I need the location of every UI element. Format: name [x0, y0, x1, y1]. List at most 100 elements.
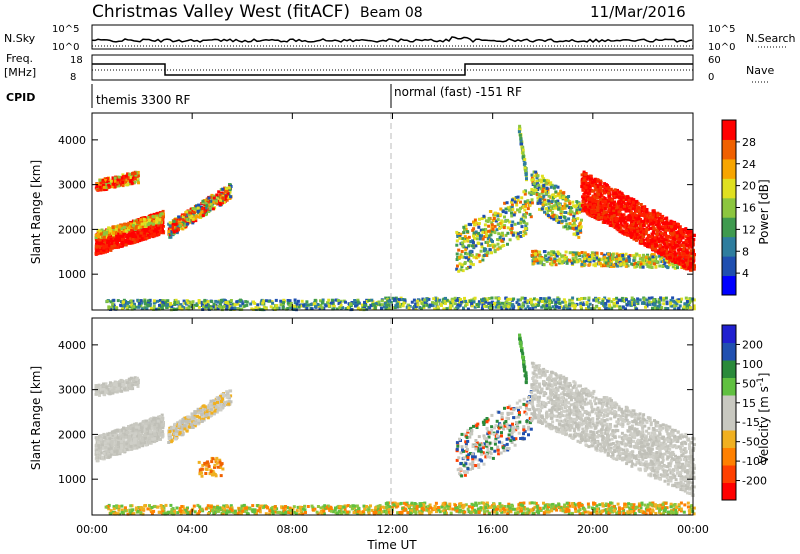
range-cell: [179, 303, 183, 307]
range-cell: [168, 224, 172, 228]
range-cell: [568, 302, 572, 306]
range-cell: [205, 204, 209, 208]
range-cell: [499, 207, 503, 211]
range-cell: [552, 251, 556, 255]
range-cell: [626, 233, 630, 237]
range-cell: [511, 307, 515, 311]
range-cell: [576, 229, 580, 232]
range-cell: [500, 306, 504, 310]
range-cell: [570, 206, 574, 210]
range-cell: [475, 256, 478, 260]
range-cell: [558, 196, 562, 200]
range-cell: [367, 299, 371, 302]
range-cell: [396, 302, 399, 306]
range-cell: [559, 210, 563, 214]
range-cell: [542, 183, 546, 187]
range-cell: [574, 255, 578, 259]
range-cell: [526, 201, 530, 205]
range-cell: [462, 231, 466, 235]
range-cell: [94, 233, 98, 237]
range-cell: [121, 234, 125, 238]
noise-tick-left-bottom: 10^0: [52, 42, 79, 53]
range-cell: [530, 198, 534, 202]
range-cell: [152, 307, 156, 311]
range-cell: [590, 251, 594, 255]
range-cell: [597, 258, 601, 262]
range-cell: [674, 231, 678, 235]
range-cell: [573, 306, 577, 310]
range-cell: [99, 251, 103, 255]
range-cell: [249, 302, 253, 306]
range-cell: [658, 254, 662, 258]
range-cell: [486, 240, 490, 244]
range-cell: [119, 244, 123, 248]
range-cell: [236, 307, 240, 310]
range-cell: [513, 200, 517, 204]
range-cell: [515, 301, 519, 305]
range-cell: [331, 301, 335, 305]
range-cell: [580, 260, 584, 264]
range-cell: [608, 259, 612, 263]
range-cell: [511, 233, 515, 237]
range-cell: [561, 207, 565, 210]
range-cell: [511, 208, 515, 211]
range-cell: [330, 298, 334, 302]
range-cell: [99, 250, 103, 254]
range-cell: [523, 296, 527, 300]
range-cell: [185, 302, 188, 305]
range-cell: [558, 257, 562, 261]
range-cell: [530, 188, 534, 191]
range-cell: [150, 213, 153, 217]
range-cell: [433, 307, 437, 311]
range-cell: [105, 244, 109, 247]
range-cell: [178, 305, 182, 309]
range-cell: [158, 299, 162, 302]
range-cell: [506, 226, 510, 230]
range-cell: [169, 230, 173, 234]
range-cell: [148, 303, 152, 307]
range-cell: [186, 301, 190, 305]
range-cell: [96, 252, 100, 256]
range-cell: [538, 257, 542, 261]
noise-tick-right-top: 10^5: [708, 24, 735, 35]
range-cell: [458, 262, 462, 266]
range-cell: [494, 219, 498, 223]
range-cell: [663, 261, 667, 265]
range-cell: [228, 188, 232, 192]
range-cell: [473, 223, 476, 227]
range-cell: [524, 204, 528, 208]
range-cell: [470, 254, 474, 257]
range-cell: [128, 172, 132, 176]
range-cell: [158, 218, 162, 222]
range-cell: [657, 298, 661, 301]
range-cell: [335, 307, 339, 311]
range-cell: [636, 300, 640, 304]
range-cell: [202, 205, 206, 209]
range-cell: [604, 307, 608, 310]
range-cell: [577, 259, 581, 263]
range-cell: [116, 245, 120, 249]
range-cell: [590, 307, 594, 311]
range-cell: [534, 252, 538, 256]
range-cell: [271, 301, 275, 305]
range-cell: [586, 203, 590, 207]
range-cell: [658, 303, 662, 307]
range-cell: [187, 213, 191, 217]
range-cell: [120, 227, 124, 230]
range-cell: [439, 302, 443, 306]
range-cell: [588, 184, 592, 188]
range-cell: [630, 262, 634, 266]
range-cell: [632, 262, 636, 266]
range-cell: [101, 251, 105, 255]
range-cell: [564, 304, 568, 308]
range-cell: [687, 244, 691, 248]
range-cell: [472, 232, 476, 236]
range-cell: [173, 222, 177, 226]
range-cell: [690, 299, 694, 303]
range-cell: [503, 224, 507, 228]
site-title: Christmas Valley West (fitACF): [92, 2, 350, 22]
range-cell: [608, 220, 612, 224]
range-cell: [567, 225, 571, 229]
range-cell: [669, 219, 673, 223]
range-cell: [298, 303, 302, 307]
